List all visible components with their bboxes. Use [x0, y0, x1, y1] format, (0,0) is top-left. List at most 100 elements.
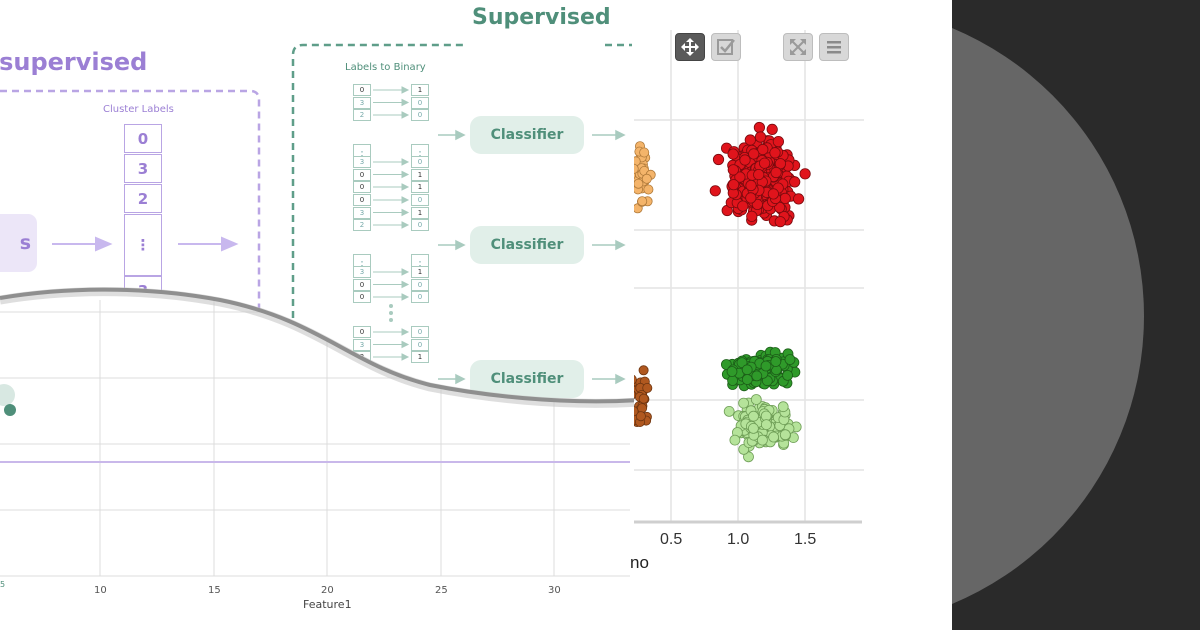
binary-map-arrowhead — [402, 112, 408, 118]
labels-to-binary-caption: Labels to Binary — [345, 62, 426, 73]
menu-tool-button[interactable] — [819, 33, 849, 61]
move-icon — [681, 38, 699, 56]
scatter-point — [766, 123, 778, 136]
scatter-point — [753, 121, 766, 134]
cluster-label-cell: 0 — [353, 84, 371, 96]
scatter-point — [727, 164, 739, 176]
cluster-label-cell: 0 — [353, 194, 371, 206]
cluster-label-cell: 3 — [124, 154, 162, 183]
scatter-point — [734, 171, 746, 183]
binary-map-arrowhead — [402, 294, 408, 300]
binary-map-arrowhead — [402, 342, 408, 348]
binary-label-cell: 0 — [411, 291, 429, 303]
classifier-box: Classifier — [470, 116, 584, 154]
scatter-point — [748, 410, 759, 422]
scatter-point — [757, 143, 769, 156]
scatter-point — [639, 147, 650, 158]
scatter-point — [726, 366, 738, 377]
scatter-point — [799, 168, 811, 180]
binary-label-cell: 1 — [411, 84, 429, 96]
bottom-x-tick: 20 — [321, 585, 334, 596]
scatter-point — [634, 406, 639, 417]
cluster-label-cell: 0 — [353, 181, 371, 193]
scatter-point — [760, 360, 772, 372]
scatter-point — [729, 434, 741, 446]
scatter-point — [641, 173, 652, 184]
scatter-point — [634, 163, 639, 174]
cluster-label-cell: 0 — [124, 124, 162, 153]
scatter-point — [754, 131, 767, 143]
bottom-plot-point — [4, 404, 16, 416]
scatter-point — [728, 179, 740, 191]
scatter-point — [635, 411, 646, 422]
scatter-point — [774, 158, 786, 170]
scatter-point — [745, 192, 757, 204]
cluster-label-cell: 0 — [353, 279, 371, 291]
scatter-point — [741, 374, 753, 385]
binary-map-arrowhead — [402, 210, 408, 216]
cluster-label-cell: 0 — [353, 169, 371, 181]
scatter-point — [712, 153, 725, 166]
scatter-point — [779, 192, 791, 204]
binary-label-cell: 1 — [411, 351, 429, 363]
move-tool-button[interactable] — [675, 33, 705, 61]
scatter-point — [789, 176, 801, 188]
scatter-point — [753, 169, 765, 181]
scatter-point — [770, 356, 782, 367]
scatter-point — [637, 196, 648, 207]
scatter-plot — [634, 30, 864, 524]
diagram-lines — [0, 0, 640, 630]
unsupervised-supervised-diagram: nsupervised — [0, 0, 640, 630]
scatter-point — [638, 393, 649, 404]
scatter-partial-axis-label: no — [630, 553, 649, 572]
binary-map-arrowhead — [402, 172, 408, 178]
scatter-point — [751, 370, 763, 382]
cluster-label-cell: 2 — [124, 184, 162, 213]
scatter-point — [793, 193, 805, 205]
binary-map-arrowhead — [402, 184, 408, 190]
bottom-x-tick: 5 — [0, 580, 6, 589]
wave-divider — [0, 287, 640, 408]
supervised-title: Supervised — [472, 5, 611, 30]
scatter-point — [634, 375, 637, 385]
cluster-labels-caption: Cluster Labels — [103, 104, 174, 115]
scatter-point — [784, 354, 796, 365]
scatter-x-tick: 0.5 — [660, 531, 683, 548]
scatter-point — [769, 147, 781, 159]
select-tool-button[interactable] — [711, 33, 741, 61]
menu-icon — [827, 41, 841, 54]
decorative-dark-panel — [952, 0, 1200, 630]
binary-map-arrowhead — [402, 100, 408, 106]
scatter-point — [756, 434, 768, 446]
scatter-point — [642, 382, 653, 393]
scatter-point — [750, 394, 762, 405]
bottom-x-tick: 10 — [94, 585, 107, 596]
cluster-label-cell: ⋮ — [124, 214, 162, 276]
binary-label-cell: 1 — [411, 266, 429, 278]
binary-label-cell: 0 — [411, 97, 429, 109]
binary-map-arrowhead — [402, 354, 408, 360]
binary-label-cell: 0 — [411, 279, 429, 291]
scatter-point — [774, 216, 786, 228]
scatter-point — [767, 188, 779, 200]
cluster-label-cell: 3 — [353, 266, 371, 278]
scatter-point — [770, 166, 782, 179]
cluster-label-cell: 0 — [353, 291, 371, 303]
cluster-label-cell: 0 — [353, 326, 371, 338]
scatter-point — [736, 357, 748, 369]
scatter-point — [748, 148, 760, 160]
scatter-point — [746, 210, 758, 222]
binary-label-cell: 1 — [411, 181, 429, 193]
binary-label-cell: 0 — [411, 109, 429, 121]
binary-map-arrowhead — [402, 269, 408, 275]
cluster-label-cell: 3 — [353, 207, 371, 219]
scatter-point — [748, 422, 759, 434]
bottom-plot-halo — [0, 384, 15, 406]
binary-label-cell: 0 — [411, 194, 429, 206]
expand-tool-button[interactable] — [783, 33, 813, 61]
binary-label-cell: 1 — [411, 207, 429, 219]
binary-map-arrowhead — [402, 282, 408, 288]
classifier-box: Classifier — [470, 360, 584, 398]
binary-label-cell: 0 — [411, 339, 429, 351]
scatter-point — [759, 157, 771, 169]
